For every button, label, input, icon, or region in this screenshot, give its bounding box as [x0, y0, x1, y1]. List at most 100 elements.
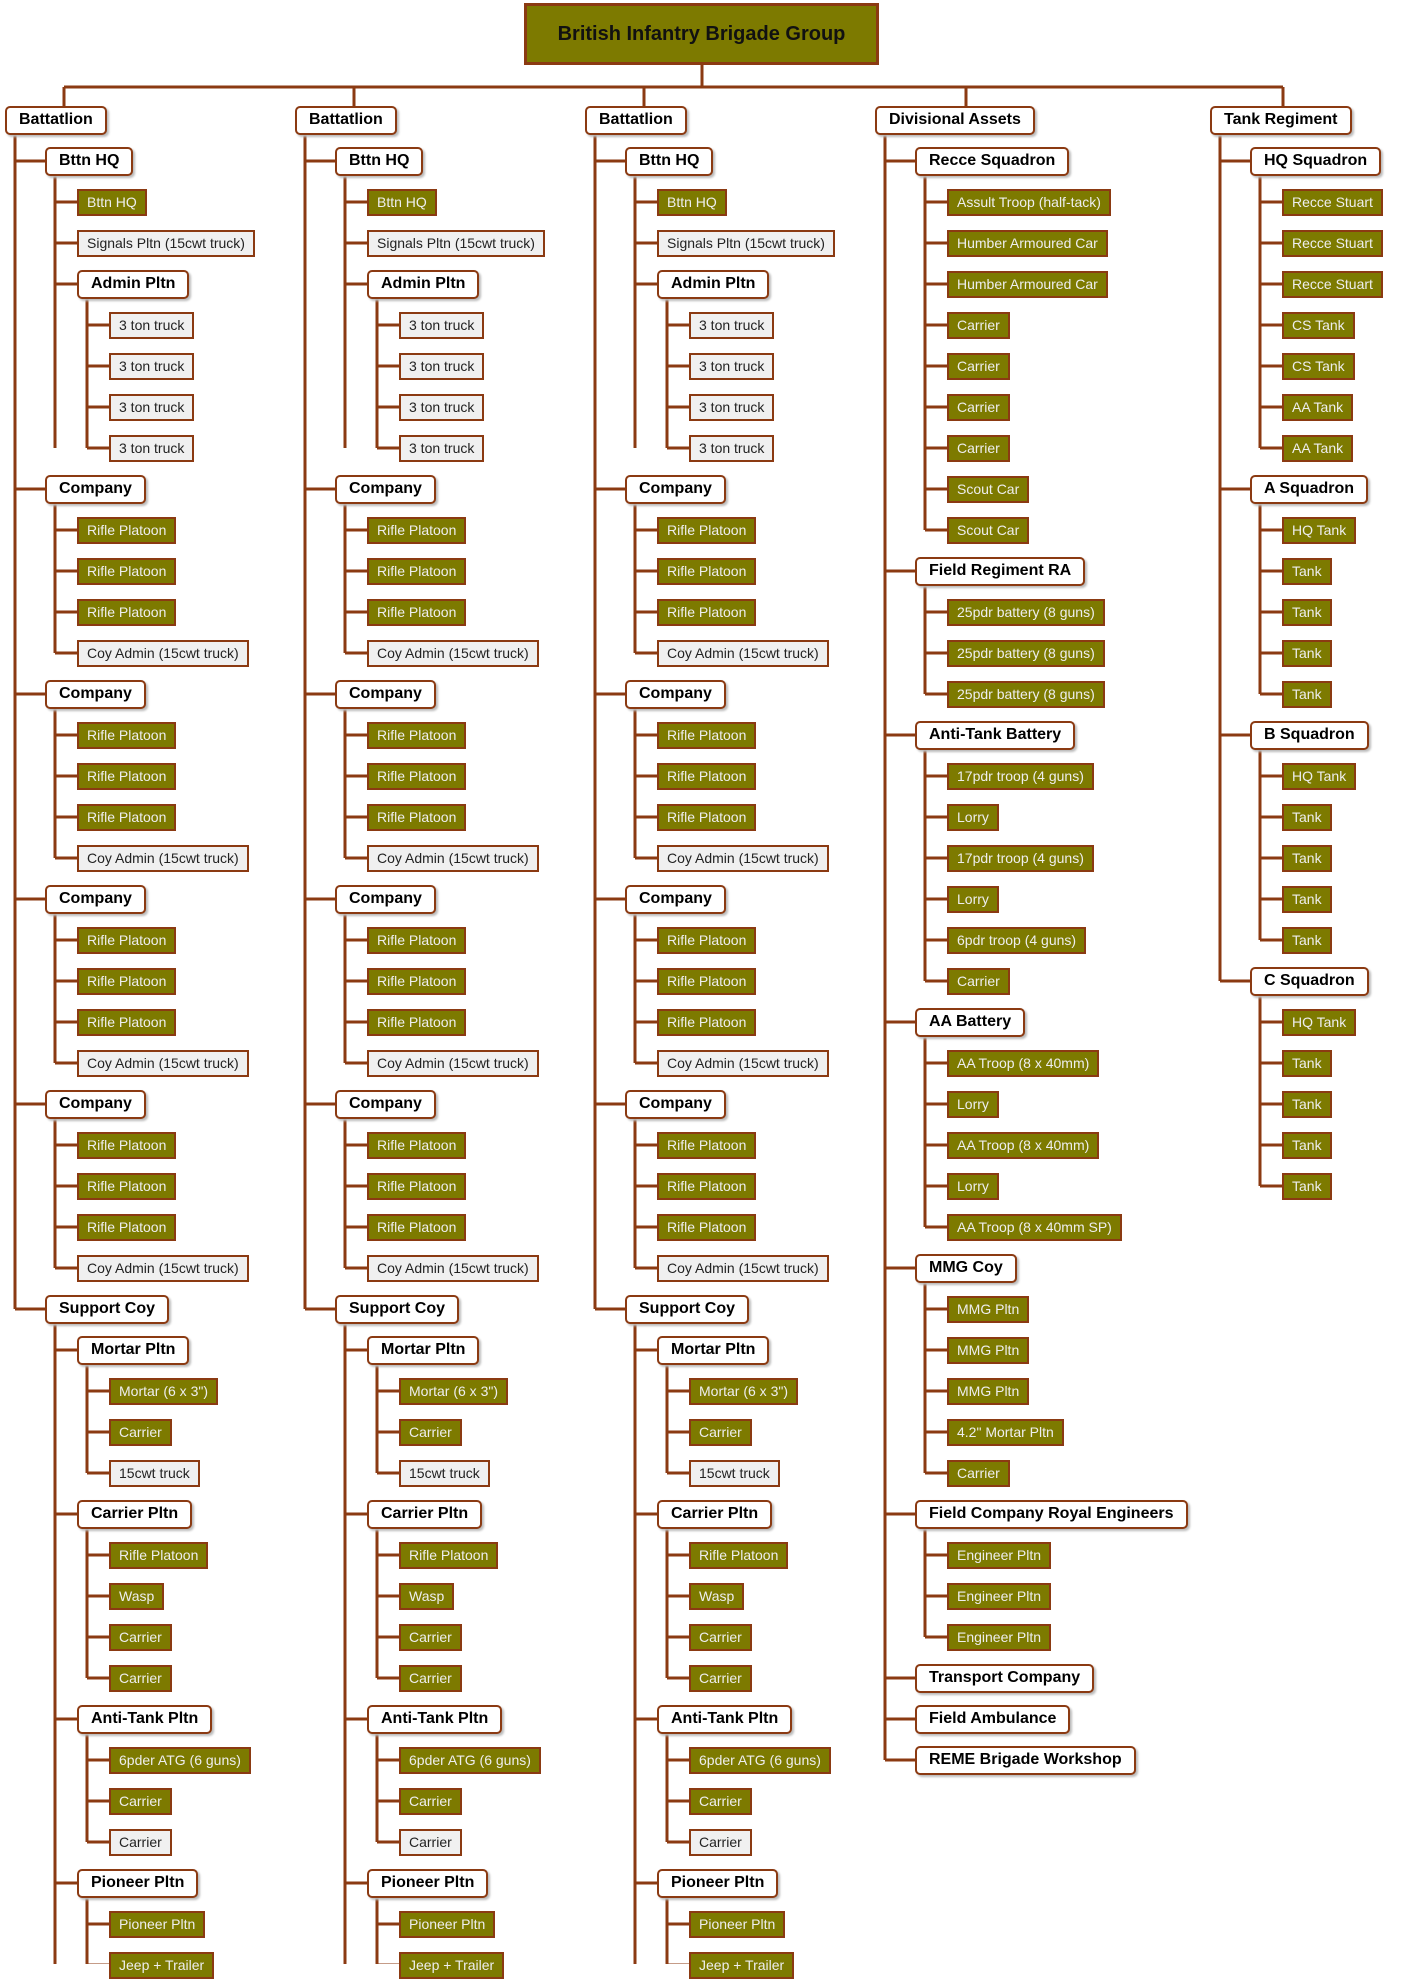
item-wasp: Wasp: [689, 1582, 745, 1610]
unit-company: Company: [45, 1089, 146, 1119]
unit-transport-company: Transport Company: [915, 1663, 1095, 1693]
item-carrier: Carrier: [689, 1664, 752, 1692]
item-mmg-pltn: MMG Pltn: [947, 1377, 1030, 1405]
item-rifle-platoon: Rifle Platoon: [657, 1172, 757, 1200]
item-6pdr-troop-4-guns: 6pdr troop (4 guns): [947, 926, 1087, 954]
item-rifle-platoon: Rifle Platoon: [367, 721, 467, 749]
item-mortar-6-x-3: Mortar (6 x 3"): [399, 1377, 508, 1405]
item-coy-admin-15cwt-truck: Coy Admin (15cwt truck): [657, 1049, 829, 1077]
item-coy-admin-15cwt-truck: Coy Admin (15cwt truck): [367, 1254, 539, 1282]
item-25pdr-battery-8-guns: 25pdr battery (8 guns): [947, 680, 1105, 708]
item-15cwt-truck: 15cwt truck: [109, 1459, 200, 1487]
item-rifle-platoon: Rifle Platoon: [367, 1213, 467, 1241]
item-tank: Tank: [1282, 639, 1332, 667]
unit-company: Company: [335, 1089, 436, 1119]
item-tank: Tank: [1282, 1172, 1332, 1200]
item-3-ton-truck: 3 ton truck: [689, 311, 775, 339]
item-carrier: Carrier: [689, 1418, 752, 1446]
item-rifle-platoon: Rifle Platoon: [657, 926, 757, 954]
item-coy-admin-15cwt-truck: Coy Admin (15cwt truck): [657, 639, 829, 667]
item-rifle-platoon: Rifle Platoon: [399, 1541, 499, 1569]
item-pioneer-pltn: Pioneer Pltn: [109, 1910, 206, 1938]
item-rifle-platoon: Rifle Platoon: [657, 598, 757, 626]
unit-hq-squadron: HQ Squadron: [1250, 146, 1382, 176]
unit-anti-tank-pltn: Anti-Tank Pltn: [367, 1704, 503, 1734]
item-3-ton-truck: 3 ton truck: [399, 393, 485, 421]
unit-support-coy: Support Coy: [625, 1294, 749, 1324]
item-scout-car: Scout Car: [947, 475, 1030, 503]
item-3-ton-truck: 3 ton truck: [109, 352, 195, 380]
unit-company: Company: [625, 679, 726, 709]
unit-anti-tank-pltn: Anti-Tank Pltn: [77, 1704, 213, 1734]
unit-battatlion: Battatlion: [5, 105, 107, 135]
item-3-ton-truck: 3 ton truck: [689, 393, 775, 421]
unit-company: Company: [45, 474, 146, 504]
unit-company: Company: [45, 679, 146, 709]
item-carrier: Carrier: [109, 1623, 172, 1651]
item-3-ton-truck: 3 ton truck: [399, 352, 485, 380]
item-mortar-6-x-3: Mortar (6 x 3"): [109, 1377, 218, 1405]
item-rifle-platoon: Rifle Platoon: [657, 516, 757, 544]
item-rifle-platoon: Rifle Platoon: [77, 721, 177, 749]
item-pioneer-pltn: Pioneer Pltn: [399, 1910, 496, 1938]
item-rifle-platoon: Rifle Platoon: [77, 1131, 177, 1159]
unit-admin-pltn: Admin Pltn: [77, 269, 190, 299]
unit-divisional-assets: Divisional Assets: [875, 105, 1035, 135]
item-mortar-6-x-3: Mortar (6 x 3"): [689, 1377, 798, 1405]
item-rifle-platoon: Rifle Platoon: [77, 516, 177, 544]
item-tank: Tank: [1282, 1049, 1332, 1077]
item-rifle-platoon: Rifle Platoon: [657, 803, 757, 831]
item-lorry: Lorry: [947, 1172, 999, 1200]
unit-support-coy: Support Coy: [45, 1294, 169, 1324]
unit-company: Company: [335, 474, 436, 504]
item-recce-stuart: Recce Stuart: [1282, 270, 1383, 298]
item-lorry: Lorry: [947, 1090, 999, 1118]
item-coy-admin-15cwt-truck: Coy Admin (15cwt truck): [657, 844, 829, 872]
item-rifle-platoon: Rifle Platoon: [367, 1008, 467, 1036]
item-17pdr-troop-4-guns: 17pdr troop (4 guns): [947, 844, 1094, 872]
item-hq-tank: HQ Tank: [1282, 516, 1357, 544]
item-tank: Tank: [1282, 844, 1332, 872]
unit-bttn-hq: Bttn HQ: [335, 146, 424, 176]
item-rifle-platoon: Rifle Platoon: [77, 1213, 177, 1241]
unit-carrier-pltn: Carrier Pltn: [367, 1499, 483, 1529]
item-aa-troop-8-x-40mm: AA Troop (8 x 40mm): [947, 1131, 1100, 1159]
item-bttn-hq: Bttn HQ: [657, 188, 727, 216]
unit-admin-pltn: Admin Pltn: [657, 269, 770, 299]
unit-admin-pltn: Admin Pltn: [367, 269, 480, 299]
item-engineer-pltn: Engineer Pltn: [947, 1541, 1052, 1569]
item-wasp: Wasp: [399, 1582, 455, 1610]
item-rifle-platoon: Rifle Platoon: [367, 598, 467, 626]
unit-mortar-pltn: Mortar Pltn: [77, 1335, 190, 1365]
item-3-ton-truck: 3 ton truck: [399, 311, 485, 339]
item-3-ton-truck: 3 ton truck: [109, 393, 195, 421]
item-cs-tank: CS Tank: [1282, 311, 1355, 339]
item-3-ton-truck: 3 ton truck: [109, 311, 195, 339]
item-carrier: Carrier: [399, 1828, 462, 1856]
item-carrier: Carrier: [109, 1664, 172, 1692]
item-rifle-platoon: Rifle Platoon: [77, 926, 177, 954]
item-carrier: Carrier: [109, 1787, 172, 1815]
unit-battatlion: Battatlion: [585, 105, 687, 135]
item-mmg-pltn: MMG Pltn: [947, 1336, 1030, 1364]
item-tank: Tank: [1282, 680, 1332, 708]
item-lorry: Lorry: [947, 803, 999, 831]
item-aa-troop-8-x-40mm-sp: AA Troop (8 x 40mm SP): [947, 1213, 1122, 1241]
item-rifle-platoon: Rifle Platoon: [77, 967, 177, 995]
item-aa-troop-8-x-40mm: AA Troop (8 x 40mm): [947, 1049, 1100, 1077]
unit-aa-battery: AA Battery: [915, 1007, 1026, 1037]
unit-pioneer-pltn: Pioneer Pltn: [657, 1868, 779, 1898]
item-rifle-platoon: Rifle Platoon: [367, 1172, 467, 1200]
item-carrier: Carrier: [947, 352, 1010, 380]
item-carrier: Carrier: [947, 1459, 1010, 1487]
item-recce-stuart: Recce Stuart: [1282, 229, 1383, 257]
item-15cwt-truck: 15cwt truck: [399, 1459, 490, 1487]
item-rifle-platoon: Rifle Platoon: [689, 1541, 789, 1569]
unit-bttn-hq: Bttn HQ: [625, 146, 714, 176]
item-assult-troop-half-tack: Assult Troop (half-tack): [947, 188, 1111, 216]
item-carrier: Carrier: [399, 1664, 462, 1692]
item-carrier: Carrier: [399, 1623, 462, 1651]
item-signals-pltn-15cwt-truck: Signals Pltn (15cwt truck): [77, 229, 255, 257]
item-rifle-platoon: Rifle Platoon: [657, 762, 757, 790]
